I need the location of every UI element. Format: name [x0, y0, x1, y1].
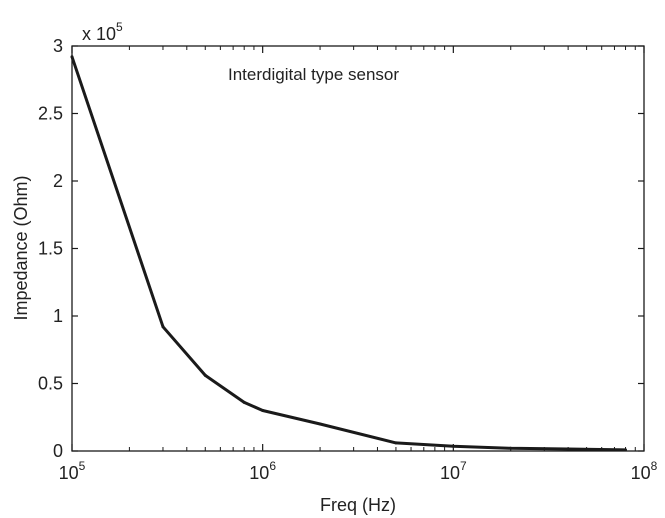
data-point	[318, 422, 322, 426]
y-tick-label: 0	[53, 441, 63, 461]
chart-annotation: Interdigital type sensor	[228, 65, 399, 84]
data-point	[394, 441, 398, 445]
x-tick-base: 10	[440, 463, 460, 483]
x-tick-exponent: 7	[460, 459, 467, 473]
x-tick-exponent: 8	[651, 459, 658, 473]
data-point	[161, 325, 165, 329]
y-ticks: 0 0.5 1 1.5 2 2.5 3	[38, 36, 644, 461]
x-tick-label: 107	[440, 459, 467, 483]
y-tick-label: 2.5	[38, 104, 63, 124]
x-tick-base: 10	[59, 463, 79, 483]
data-point	[624, 448, 627, 452]
data-points	[70, 55, 627, 452]
y-tick-label: 2	[53, 171, 63, 191]
y-tick-label: 1.5	[38, 239, 63, 259]
x-tick-exponent: 5	[79, 459, 86, 473]
data-point	[203, 373, 207, 377]
y-tick-label: 1	[53, 306, 63, 326]
x-tick-label: 105	[59, 459, 86, 483]
data-point	[451, 444, 455, 448]
y-tick-label: 3	[53, 36, 63, 56]
y-tick-label: 0.5	[38, 374, 63, 394]
y-multiplier-exponent: 5	[116, 20, 123, 34]
data-point	[242, 400, 246, 404]
data-point	[566, 447, 570, 451]
x-tick-exponent: 6	[269, 459, 276, 473]
x-tick-base: 10	[249, 463, 269, 483]
y-multiplier-base: x 10	[82, 24, 116, 44]
x-tick-base: 10	[631, 463, 651, 483]
y-axis-label: Impedance (Ohm)	[11, 175, 31, 320]
data-point	[509, 446, 513, 450]
x-axis-label: Freq (Hz)	[320, 495, 396, 515]
x-tick-label: 108	[631, 459, 658, 483]
x-tick-label: 106	[249, 459, 276, 483]
data-point	[261, 409, 265, 412]
data-point	[70, 55, 74, 59]
plot-area	[71, 45, 645, 452]
y-axis-multiplier: x 105	[82, 20, 123, 44]
